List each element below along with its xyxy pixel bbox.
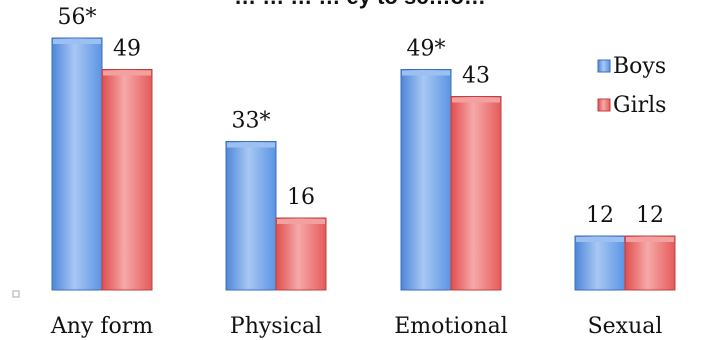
bar-cap-boys-sexual — [576, 237, 624, 242]
legend: Boys Girls — [597, 54, 666, 118]
bar-cap-boys-any-form — [53, 39, 101, 44]
value-label-girls-emotional: 43 — [462, 64, 490, 89]
value-label-boys-physical: 33* — [232, 109, 271, 134]
axis-corner-marker — [12, 290, 20, 298]
chart-title: … … … … ey to sc…o… — [234, 0, 486, 9]
bar-cap-girls-physical — [277, 219, 325, 224]
bar-girls-physical — [275, 217, 327, 291]
value-label-girls-any-form: 49 — [113, 37, 141, 62]
category-label-physical: Physical — [230, 314, 322, 339]
bar-girls-sexual — [624, 235, 676, 291]
bar-girls-emotional — [450, 96, 502, 291]
category-label-sexual: Sexual — [588, 314, 663, 339]
bar-cap-boys-emotional — [402, 70, 450, 76]
value-label-girls-physical: 16 — [287, 185, 315, 210]
value-labels-group: 56* 49 33* 16 49* 43 12 12 — [58, 5, 665, 228]
legend-swatch-girls — [597, 98, 611, 112]
legend-label-girls: Girls — [613, 93, 666, 118]
value-label-boys-any-form: 56* — [58, 5, 97, 30]
bar-boys-physical — [225, 141, 277, 291]
bar-girls-any-form — [101, 69, 153, 291]
legend-swatch-boys — [597, 59, 611, 73]
bar-boys-any-form — [51, 37, 103, 291]
bar-cap-girls-emotional — [452, 97, 500, 103]
category-label-emotional: Emotional — [394, 314, 508, 339]
bar-cap-girls-any-form — [103, 70, 151, 76]
legend-label-boys: Boys — [613, 54, 666, 79]
value-label-boys-sexual: 12 — [586, 203, 614, 228]
value-label-boys-emotional: 49* — [407, 37, 446, 62]
bar-cap-boys-physical — [227, 142, 275, 148]
bar-cap-girls-sexual — [626, 237, 674, 242]
category-labels-group: Any form Physical Emotional Sexual — [50, 314, 663, 339]
bars-group — [51, 37, 676, 291]
value-label-girls-sexual: 12 — [636, 203, 664, 228]
bar-boys-emotional — [400, 69, 452, 291]
category-label-any-form: Any form — [50, 314, 153, 339]
bar-boys-sexual — [574, 235, 626, 291]
